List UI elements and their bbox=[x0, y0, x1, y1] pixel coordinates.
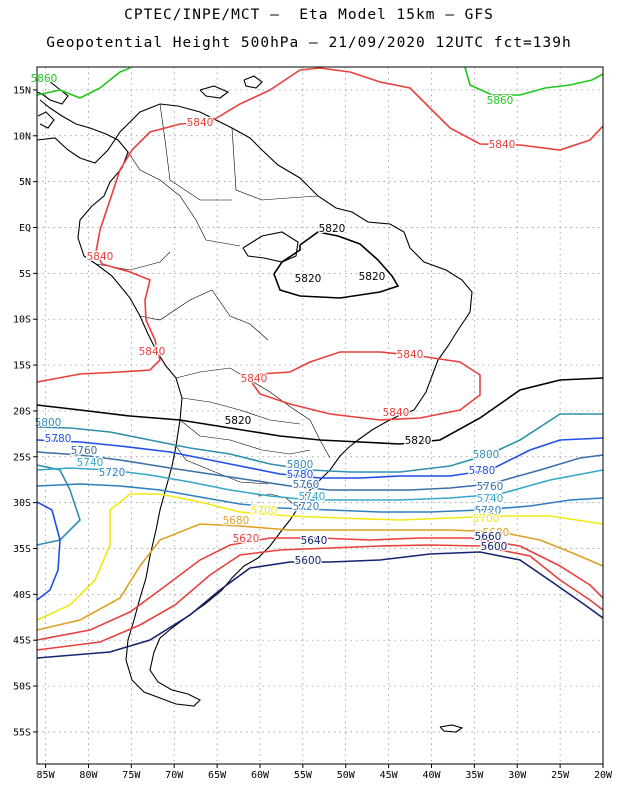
contour-label: 5700 bbox=[251, 505, 278, 517]
contour-label: 5760 bbox=[477, 481, 504, 493]
contour-label: 5840 bbox=[489, 139, 516, 151]
contour-label: 5840 bbox=[397, 349, 424, 361]
contour-label: 5840 bbox=[139, 346, 166, 358]
contour-label: 5820 bbox=[225, 415, 252, 427]
lon-label: 55W bbox=[294, 770, 313, 781]
lat-label: 5N bbox=[19, 177, 31, 188]
contour-label: 5840 bbox=[87, 251, 114, 263]
contour-label: 5800 bbox=[473, 449, 500, 461]
contour-labels: 5860 5860 5840 5840 5840 5840 5840 5840 5840 5820… bbox=[31, 73, 516, 567]
contour-label: 5840 bbox=[187, 117, 214, 129]
lon-label: 45W bbox=[380, 770, 399, 781]
lon-label: 50W bbox=[337, 770, 356, 781]
caribbean-island bbox=[200, 86, 228, 98]
contour-label: 5760 bbox=[71, 445, 98, 457]
contour-label: 5680 bbox=[223, 515, 250, 527]
contour-label: 5860 bbox=[487, 95, 514, 107]
lon-label: 35W bbox=[465, 770, 484, 781]
contour-5840 bbox=[250, 352, 480, 420]
lat-label: 10S bbox=[13, 315, 31, 326]
contour-label: 5780 bbox=[45, 433, 72, 445]
lon-label: 85W bbox=[37, 770, 56, 781]
contour-label: 5740 bbox=[477, 493, 504, 505]
lat-label: 35S bbox=[13, 544, 31, 555]
island-south-georgia bbox=[440, 725, 462, 732]
lat-label: 15S bbox=[13, 361, 31, 372]
contour-label: 5860 bbox=[31, 73, 58, 85]
height-contours bbox=[37, 67, 603, 658]
lon-label: 20W bbox=[594, 770, 613, 781]
caribbean-island bbox=[244, 76, 262, 88]
contour-label: 5780 bbox=[469, 465, 496, 477]
contour-label: 5760 bbox=[293, 479, 320, 491]
lat-label: 50S bbox=[13, 682, 31, 693]
coastline bbox=[37, 76, 472, 732]
lat-label: 15N bbox=[13, 85, 31, 96]
contour-label: 5800 bbox=[35, 417, 62, 429]
contour-label: 5720 bbox=[99, 467, 126, 479]
country-border bbox=[176, 368, 292, 408]
contour-label: 5840 bbox=[383, 407, 410, 419]
contour-5860 bbox=[465, 67, 603, 95]
panama-coast bbox=[38, 112, 54, 128]
lon-label: 40W bbox=[422, 770, 441, 781]
lon-label: 80W bbox=[79, 770, 98, 781]
lat-label: 5S bbox=[19, 269, 31, 280]
contour-label: 5620 bbox=[233, 533, 260, 545]
lon-label: 25W bbox=[551, 770, 570, 781]
lon-label: 30W bbox=[508, 770, 527, 781]
lat-label: 30S bbox=[13, 498, 31, 509]
country-border bbox=[140, 290, 268, 340]
contour-label: 5820 bbox=[359, 271, 386, 283]
contour-label: 5640 bbox=[301, 535, 328, 547]
country-border bbox=[292, 408, 330, 458]
contour-5600 bbox=[37, 552, 603, 658]
lat-label: 20S bbox=[13, 406, 31, 417]
lat-label: 25S bbox=[13, 452, 31, 463]
axis-labels: 15N 10N 5N EQ 5S 10S 15S 20S 25S 30S 35S 40S 45S 50S 5… bbox=[13, 85, 613, 781]
lat-label: 10N bbox=[13, 131, 31, 142]
contour-5840 bbox=[180, 68, 603, 150]
lon-label: 75W bbox=[122, 770, 141, 781]
lat-label: 55S bbox=[13, 727, 31, 738]
lat-label: 45S bbox=[13, 636, 31, 647]
contour-label: 5720 bbox=[293, 501, 320, 513]
country-border bbox=[128, 152, 240, 246]
country-border bbox=[176, 446, 268, 484]
lon-label: 65W bbox=[208, 770, 227, 781]
contour-5780 bbox=[37, 502, 60, 600]
contour-label: 5700 bbox=[473, 513, 500, 525]
contour-label: 5820 bbox=[319, 223, 346, 235]
contour-label: 5600 bbox=[481, 541, 508, 553]
contour-label: 5820 bbox=[295, 273, 322, 285]
contour-5800 bbox=[37, 414, 603, 472]
lat-label: 40S bbox=[13, 590, 31, 601]
lon-label: 70W bbox=[165, 770, 184, 781]
contour-5820 bbox=[274, 232, 398, 298]
south-america-coast bbox=[37, 100, 472, 706]
contour-label: 5820 bbox=[405, 435, 432, 447]
contour-label: 5600 bbox=[295, 555, 322, 567]
country-border bbox=[232, 128, 318, 200]
lon-label: 60W bbox=[251, 770, 270, 781]
contour-label: 5840 bbox=[241, 373, 268, 385]
lat-label: EQ bbox=[19, 223, 31, 234]
